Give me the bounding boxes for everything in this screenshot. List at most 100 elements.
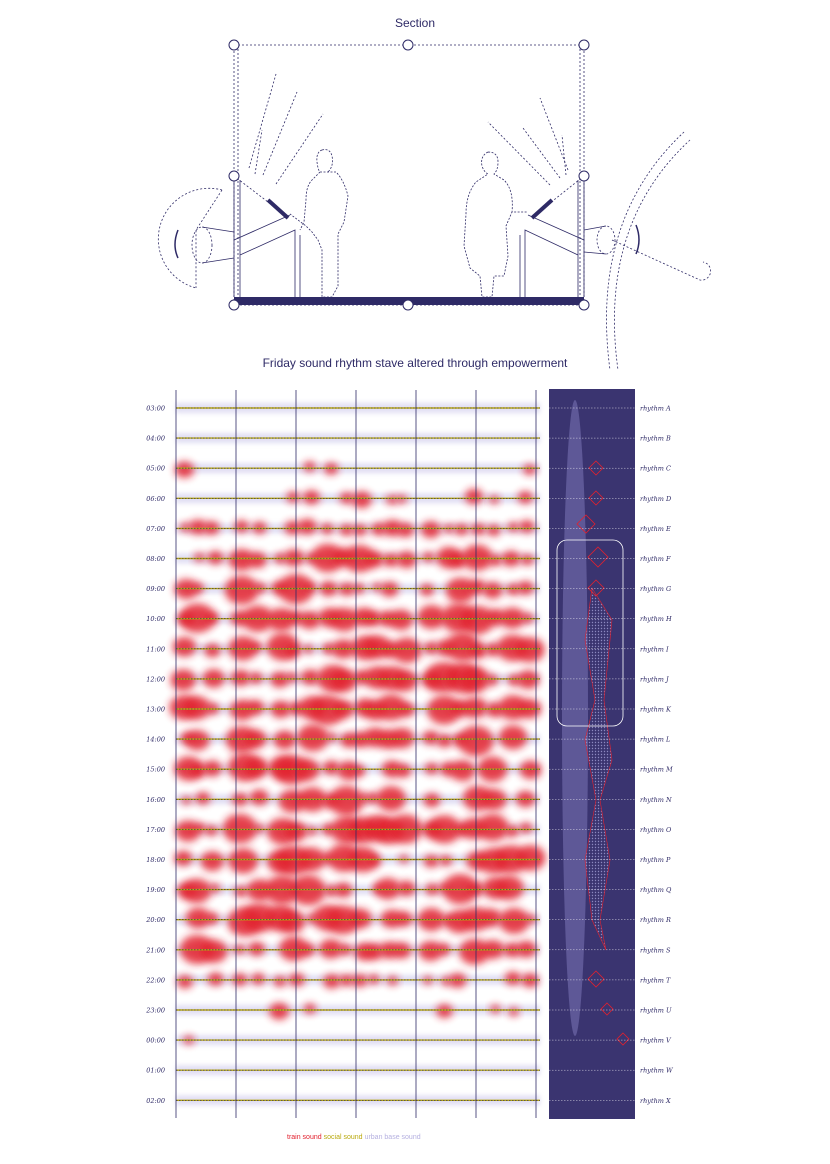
train-sound-blob: [419, 583, 435, 597]
train-sound-blob: [200, 851, 224, 872]
train-sound-blob: [517, 670, 540, 690]
time-label: 12:00: [146, 675, 165, 683]
train-sound-blob: [183, 696, 211, 720]
rhythm-label: rhythm U: [640, 1007, 672, 1015]
train-sound-blob: [324, 885, 338, 897]
time-label: 23:00: [145, 1007, 165, 1015]
train-sound-blob: [273, 975, 287, 987]
train-sound-blob: [228, 848, 259, 874]
train-sound-blob: [390, 727, 415, 749]
train-sound-blob: [285, 644, 301, 658]
train-sound-blob: [300, 669, 320, 686]
rhythm-label: rhythm E: [640, 525, 671, 533]
train-sound-blob: [464, 488, 484, 505]
train-sound-blob: [174, 850, 193, 866]
train-sound-blob: [423, 793, 441, 808]
time-label: 09:00: [146, 585, 165, 593]
train-sound-blob: [248, 552, 267, 569]
section-title: Section: [394, 16, 436, 30]
train-sound-blob: [436, 1004, 453, 1019]
train-sound-blob: [303, 1003, 316, 1014]
train-sound-blob: [418, 941, 443, 962]
train-sound-blob: [200, 939, 228, 963]
stave-title: Friday sound rhythm stave altered throug…: [262, 356, 568, 370]
train-sound-blob: [322, 760, 340, 775]
train-sound-blob: [364, 943, 384, 961]
rhythm-diamond: [587, 546, 609, 568]
joint-node: [228, 39, 240, 51]
train-sound-blob: [460, 605, 494, 635]
train-sound-blob: [370, 522, 386, 536]
train-sound-blob: [445, 577, 476, 603]
rhythm-label: rhythm F: [640, 555, 671, 563]
train-sound-blob: [382, 553, 399, 567]
time-label: 22:00: [145, 976, 165, 984]
joint-node: [578, 299, 590, 311]
rhythm-diamond: [588, 460, 604, 476]
time-label: 20:00: [145, 916, 165, 924]
rhythm-label: rhythm L: [640, 736, 670, 744]
train-sound-marks: [169, 461, 546, 1045]
train-sound-blob: [486, 524, 501, 537]
rhythm-label: rhythm H: [640, 615, 672, 623]
train-sound-blob: [397, 880, 416, 897]
rhythm-diamond: [600, 1002, 614, 1016]
train-sound-blob: [506, 583, 520, 596]
left-speaker: [266, 198, 290, 220]
train-sound-blob: [485, 608, 506, 626]
train-sound-blob: [523, 464, 536, 476]
time-label: 17:00: [146, 826, 165, 834]
rhythm-label: rhythm X: [640, 1097, 671, 1105]
train-sound-blob: [278, 909, 306, 934]
train-sound-blob: [205, 912, 220, 925]
train-sound-blob: [189, 763, 206, 778]
train-sound-blob: [498, 907, 530, 934]
rhythm-label: rhythm Q: [640, 886, 672, 894]
train-sound-blob: [323, 974, 341, 989]
rhythm-diamond: [576, 514, 596, 534]
rhythm-diamond: [587, 970, 605, 988]
rhythm-diamond: [588, 490, 604, 506]
joint-node: [402, 39, 414, 51]
train-sound-blob: [375, 877, 401, 900]
train-sound-blob: [302, 490, 320, 505]
train-sound-blob: [228, 548, 255, 571]
train-sound-blob: [495, 875, 524, 900]
time-label: 19:00: [146, 886, 165, 894]
train-sound-blob: [395, 911, 413, 927]
train-sound-blob: [174, 461, 195, 478]
train-sound-blob: [450, 760, 476, 782]
joint-node: [402, 299, 414, 311]
train-sound-blob: [489, 495, 500, 504]
train-sound-blob: [195, 791, 211, 805]
rhythm-guide-lines: [549, 407, 635, 1101]
rhythm-label: rhythm N: [640, 796, 672, 804]
train-sound-blob: [204, 643, 221, 658]
rhythm-diamond: [587, 579, 605, 597]
train-sound-blob: [504, 971, 521, 986]
train-sound-blob: [467, 881, 484, 896]
train-sound-blob: [388, 609, 414, 631]
train-sound-blob: [253, 824, 265, 833]
time-label: 00:00: [146, 1037, 165, 1045]
train-sound-blob: [207, 550, 224, 565]
train-sound-blob: [367, 854, 381, 867]
right-speaker: [530, 198, 554, 220]
train-sound-blob: [467, 579, 486, 595]
rhythm-label: rhythm S: [640, 946, 671, 954]
train-sound-blob: [420, 521, 441, 539]
joint-node: [228, 299, 240, 311]
train-sound-blob: [476, 813, 509, 842]
joint-node: [228, 170, 240, 182]
train-sound-blob: [396, 494, 408, 504]
train-sound-blob: [249, 672, 263, 684]
train-sound-blob: [267, 607, 295, 632]
time-label: 08:00: [146, 555, 165, 563]
train-sound-blob: [507, 522, 519, 532]
urban-base-sound-bands: [176, 403, 540, 1106]
train-sound-blob: [459, 938, 490, 965]
stave-lines: [175, 390, 540, 1118]
rhythm-label: rhythm M: [640, 766, 673, 774]
rhythm-envelope: [562, 400, 588, 1036]
